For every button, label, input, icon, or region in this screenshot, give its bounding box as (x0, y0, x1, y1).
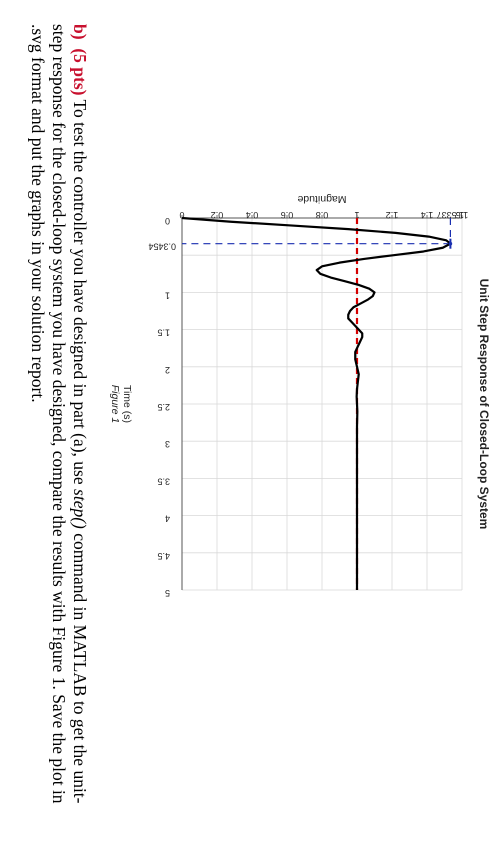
y-tick-label: 0.2 (211, 210, 224, 220)
y-tick-label: 1.2 (386, 210, 399, 220)
x-tick-label: 5 (165, 588, 170, 598)
step-response-chart: Unit Step Response of Closed-Loop System… (109, 193, 491, 598)
chart-title: Unit Step Response of Closed-Loop System (477, 279, 491, 530)
y-tick-label: 0.8 (316, 210, 329, 220)
y-axis-label: Magnitude (297, 193, 346, 205)
x-tick-label: 1 (165, 290, 170, 300)
question-paragraph: b) (5 pts) To test the controller you ha… (27, 24, 90, 814)
points-label: (5 pts) (70, 48, 90, 96)
peak-point (448, 241, 453, 246)
question-text-1: To test the controller you have designed… (70, 95, 90, 490)
x-tick-label: 3 (165, 439, 170, 449)
y-tick-label: 1.6 (456, 210, 469, 220)
x-tick-label: 2 (165, 365, 170, 375)
y-tick-label: 1 (354, 210, 359, 220)
x-tick-label: 2.5 (157, 402, 170, 412)
x-axis-label: Time (s) (121, 385, 133, 423)
y-tick-label: 0 (179, 210, 184, 220)
peak-time-tick-label: 0.3454 (148, 242, 176, 252)
y-tick-label: 0.4 (246, 210, 259, 220)
y-tick-label: 1.4 (421, 210, 434, 220)
x-tick-label: 0 (165, 216, 170, 226)
step-command: step() (70, 489, 90, 529)
part-label: b) (70, 24, 90, 40)
figure-caption: Figure 1 (109, 385, 121, 424)
x-tick-label: 1.5 (157, 328, 170, 338)
y-tick-label: 0.6 (281, 210, 294, 220)
response-line (181, 216, 452, 590)
peak-magnitude-tick-label: 1.5337 (437, 210, 465, 220)
x-tick-label: 4 (165, 514, 170, 524)
x-tick-label: 4.5 (157, 551, 170, 561)
x-tick-label: 3.5 (157, 476, 170, 486)
